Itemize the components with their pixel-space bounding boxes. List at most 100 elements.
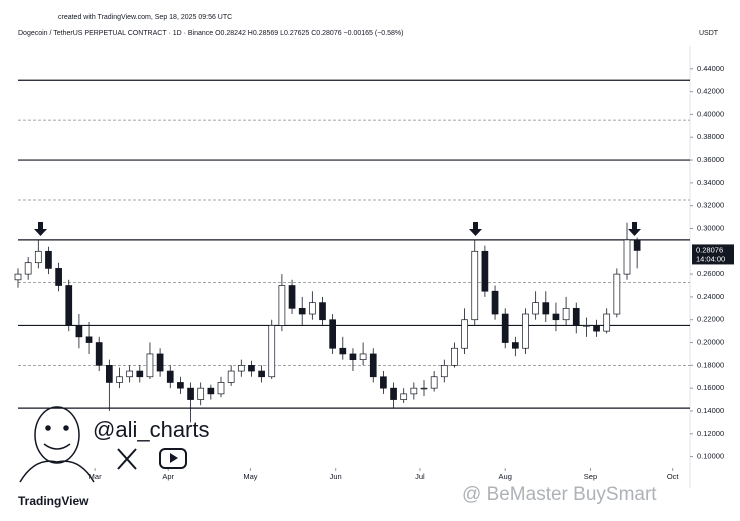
candle-body	[572, 307, 580, 326]
candle-body	[136, 370, 144, 378]
y-tick-label: 0.26000	[697, 269, 724, 278]
candle-body	[177, 382, 184, 389]
candle-body	[440, 365, 448, 378]
y-tick-label: 0.44000	[697, 64, 724, 73]
y-tick-label: 0.20000	[697, 338, 724, 347]
candle-body	[14, 273, 22, 281]
candle-body	[268, 325, 276, 378]
countdown-label: 14:04:00	[696, 254, 725, 263]
y-tick-label: 0.32000	[697, 201, 724, 210]
candle-body	[410, 387, 418, 395]
candle-body	[156, 353, 164, 372]
social-icons	[117, 448, 187, 470]
x-tick-label: Mar	[89, 472, 102, 481]
candle-body	[258, 370, 265, 378]
avatar	[19, 406, 95, 483]
candle-body	[583, 325, 590, 327]
y-tick-label: 0.36000	[697, 155, 724, 164]
candle-body	[248, 365, 255, 372]
x-tick-label: Jun	[330, 472, 342, 481]
candle-body	[126, 370, 134, 378]
candle-body	[217, 382, 225, 395]
x-tick-label: Apr	[162, 472, 174, 481]
candle-body	[613, 273, 621, 315]
x-tick-label: Oct	[667, 472, 680, 481]
y-tick-label: 0.30000	[697, 223, 724, 232]
candle-body	[359, 353, 367, 360]
y-tick-label: 0.24000	[697, 292, 724, 301]
candle-body	[34, 250, 42, 264]
candle-body	[65, 285, 73, 326]
candle-body	[522, 313, 529, 349]
x-tick-label: Aug	[499, 472, 512, 481]
candle-body	[329, 319, 336, 349]
candle-body	[532, 302, 540, 315]
created-note: created with TradingView.com, Sep 18, 20…	[58, 14, 232, 21]
currency: USDT	[699, 30, 719, 37]
candle-body	[491, 290, 499, 315]
candle-body	[187, 387, 194, 400]
symbol-info: Dogecoin / TetherUS PERPETUAL CONTRACT ·…	[18, 30, 403, 37]
brand: TradingView	[18, 494, 89, 508]
candle-body	[85, 336, 93, 343]
candle-body	[227, 370, 235, 383]
candle-body	[623, 239, 631, 275]
handle: @ali_charts	[93, 417, 210, 442]
candle-body	[116, 376, 123, 383]
candle-body	[288, 285, 296, 309]
plot-area: 0.44000 0.42000 0.40000 0.38000 0.36000 0.340…	[14, 46, 734, 488]
candle-body	[603, 313, 611, 332]
y-tick-label: 0.40000	[697, 109, 724, 118]
candle-body	[481, 250, 489, 292]
candle-body	[339, 347, 347, 355]
candle-body	[319, 302, 326, 321]
y-tick-label: 0.42000	[697, 87, 724, 96]
candle-body	[349, 353, 357, 360]
candle-body	[237, 365, 245, 372]
y-tick-label: 0.38000	[697, 132, 724, 141]
candle-body	[511, 342, 519, 349]
candle-body	[146, 353, 154, 378]
candle-body	[55, 268, 62, 286]
last-price-label: 0.28076	[696, 245, 723, 254]
candle-body	[501, 313, 509, 343]
candle-body	[400, 393, 408, 400]
candle-body	[278, 285, 286, 326]
candle-body	[542, 302, 550, 315]
y-tick-label: 0.16000	[697, 383, 724, 392]
y-tick-label: 0.14000	[697, 406, 724, 415]
candle-body	[420, 387, 428, 390]
y-tick-label: 0.12000	[697, 429, 724, 438]
x-tick-label: May	[243, 472, 257, 481]
x-tick-label: Jul	[415, 472, 425, 481]
arrows	[34, 222, 641, 236]
candle-body	[105, 365, 113, 383]
candle-body	[451, 347, 458, 366]
y-tick-label: 0.22000	[697, 315, 724, 324]
y-tick-label: 0.10000	[697, 452, 724, 461]
overlay-watermark: @ BeMaster BuySmart	[462, 484, 657, 505]
candle-body	[369, 353, 377, 378]
last-price-box	[692, 244, 734, 265]
candle-body	[380, 376, 387, 389]
candle-body	[166, 370, 174, 383]
y-tick-label: 0.34000	[697, 178, 724, 187]
candle-body	[593, 325, 600, 332]
candle-body	[562, 307, 570, 321]
candle-body	[45, 250, 52, 269]
y-tick-label: 0.18000	[697, 360, 724, 369]
candle-body	[390, 387, 397, 400]
candle-body	[471, 250, 479, 321]
candle-body	[309, 302, 316, 315]
x-tick-label: Sep	[584, 472, 597, 481]
candle-body	[461, 319, 468, 349]
candle-body	[552, 313, 560, 321]
candle-body	[75, 325, 83, 338]
candle-body	[298, 307, 306, 315]
candle-body	[633, 239, 641, 251]
candle-body	[207, 387, 215, 395]
candle-body	[430, 376, 438, 389]
candle-body	[24, 262, 32, 275]
candle-body	[95, 342, 103, 366]
